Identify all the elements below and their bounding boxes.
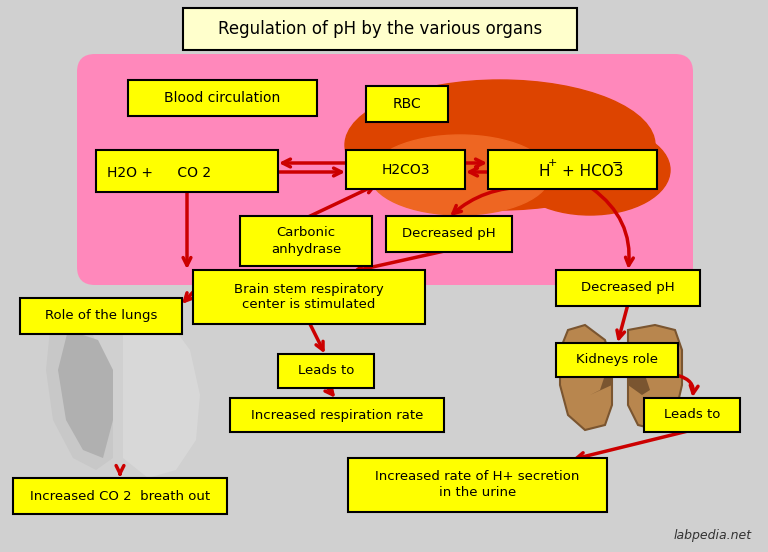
- Text: Kidneys role: Kidneys role: [576, 353, 658, 367]
- Text: CO 2: CO 2: [173, 166, 211, 180]
- Text: H: H: [538, 164, 550, 179]
- Text: labpedia.net: labpedia.net: [674, 529, 752, 542]
- Polygon shape: [590, 358, 612, 395]
- Text: H2O +: H2O +: [107, 166, 157, 180]
- Text: Blood circulation: Blood circulation: [164, 91, 280, 105]
- Text: Regulation of pH by the various organs: Regulation of pH by the various organs: [218, 20, 542, 38]
- Text: Decreased pH: Decreased pH: [402, 227, 496, 241]
- Ellipse shape: [510, 125, 670, 215]
- Text: Carbonic
anhydrase: Carbonic anhydrase: [271, 226, 341, 256]
- Polygon shape: [46, 310, 113, 470]
- Text: H2CO3: H2CO3: [381, 162, 430, 177]
- FancyBboxPatch shape: [20, 298, 182, 334]
- Text: Leads to: Leads to: [298, 364, 354, 378]
- Text: Increased respiration rate: Increased respiration rate: [251, 408, 423, 422]
- Polygon shape: [58, 330, 113, 458]
- FancyBboxPatch shape: [107, 302, 129, 328]
- Polygon shape: [628, 325, 682, 430]
- Ellipse shape: [345, 80, 655, 210]
- Text: RBC: RBC: [392, 97, 422, 111]
- Text: −: −: [611, 157, 622, 170]
- FancyBboxPatch shape: [556, 343, 678, 377]
- FancyBboxPatch shape: [183, 8, 577, 50]
- FancyBboxPatch shape: [13, 478, 227, 514]
- Polygon shape: [628, 358, 650, 395]
- Polygon shape: [123, 310, 200, 478]
- FancyBboxPatch shape: [96, 150, 278, 192]
- FancyBboxPatch shape: [386, 216, 512, 252]
- FancyBboxPatch shape: [644, 398, 740, 432]
- FancyBboxPatch shape: [348, 458, 607, 512]
- FancyBboxPatch shape: [556, 270, 700, 306]
- FancyBboxPatch shape: [230, 398, 444, 432]
- Text: Role of the lungs: Role of the lungs: [45, 310, 157, 322]
- Ellipse shape: [370, 135, 550, 215]
- FancyBboxPatch shape: [488, 150, 657, 189]
- FancyBboxPatch shape: [346, 150, 465, 189]
- Polygon shape: [560, 325, 612, 430]
- Text: +: +: [548, 158, 558, 168]
- FancyBboxPatch shape: [77, 54, 693, 285]
- Text: Increased rate of H+ secretion
in the urine: Increased rate of H+ secretion in the ur…: [376, 470, 580, 500]
- Text: Leads to: Leads to: [664, 408, 720, 422]
- FancyBboxPatch shape: [193, 270, 425, 324]
- FancyBboxPatch shape: [366, 86, 448, 122]
- Text: Brain stem respiratory
center is stimulated: Brain stem respiratory center is stimula…: [234, 283, 384, 311]
- Text: + HCO3: + HCO3: [562, 164, 624, 179]
- Text: Increased CO 2  breath out: Increased CO 2 breath out: [30, 490, 210, 502]
- FancyBboxPatch shape: [128, 80, 317, 116]
- Text: Decreased pH: Decreased pH: [581, 282, 675, 295]
- FancyBboxPatch shape: [240, 216, 372, 266]
- FancyBboxPatch shape: [278, 354, 374, 388]
